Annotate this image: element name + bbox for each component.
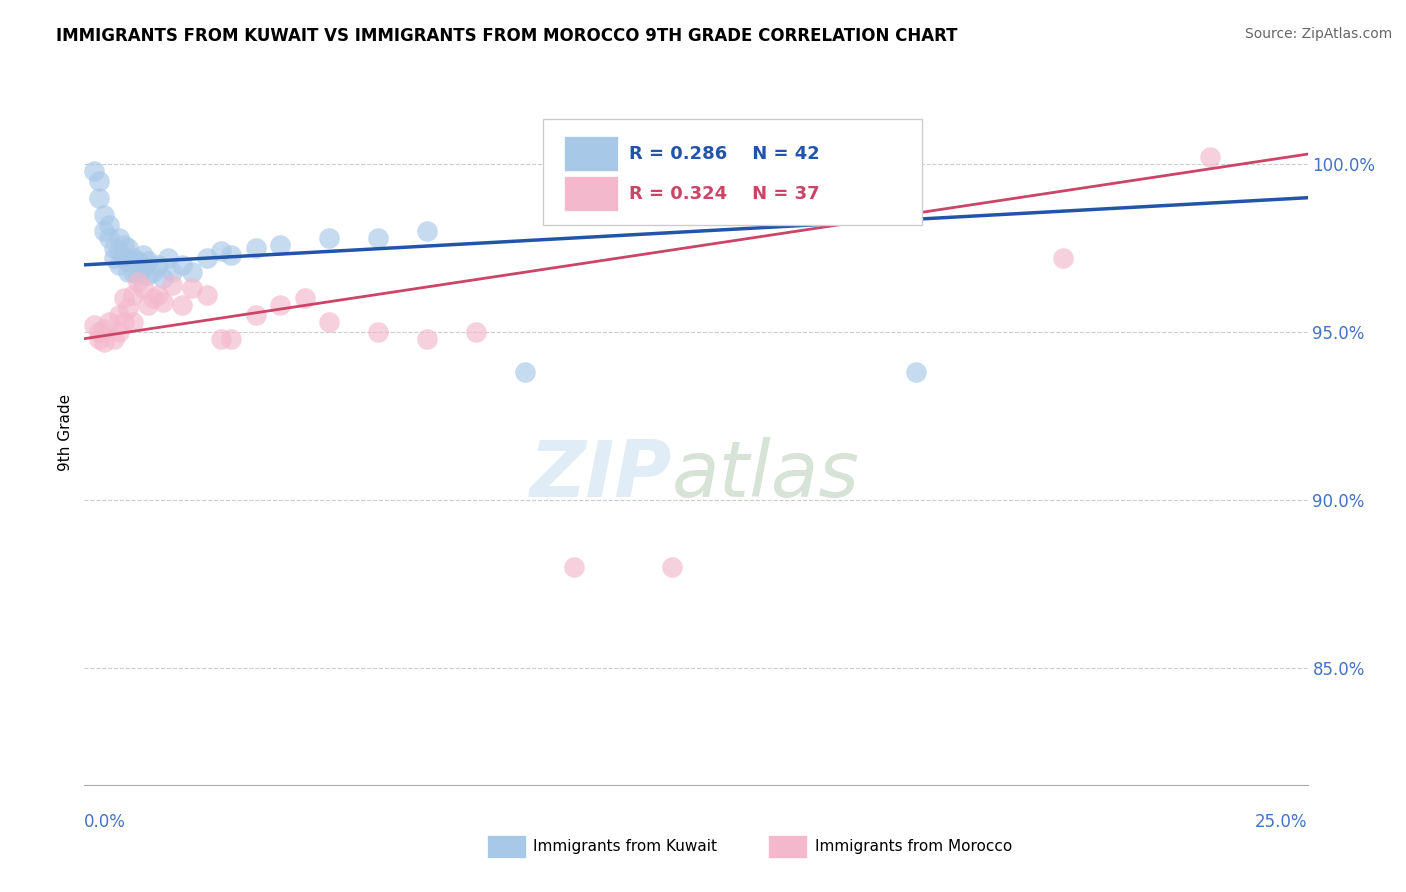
Point [112,315,135,329]
Text: Source: ZipAtlas.com: Source: ZipAtlas.com [1244,27,1392,41]
Point [112,292,135,306]
Point [209,244,232,259]
Point [97,315,120,329]
FancyBboxPatch shape [768,835,807,857]
Text: R = 0.286    N = 42: R = 0.286 N = 42 [628,145,820,163]
Text: 25.0%: 25.0% [1256,814,1308,831]
Point [269,298,291,312]
Point [142,264,165,278]
Point [156,251,179,265]
Point [87,325,110,339]
Point [195,288,218,302]
Point [122,251,145,265]
Point [103,251,125,265]
Point [87,332,110,346]
Point [103,332,125,346]
Point [318,315,340,329]
Point [93,334,115,349]
Point [107,325,129,339]
Point [172,258,194,272]
Point [209,332,232,346]
Point [117,301,139,316]
Point [122,264,145,278]
Point [132,281,155,295]
Point [107,258,129,272]
Point [132,248,155,262]
Point [107,308,129,322]
Point [122,315,145,329]
Point [294,292,316,306]
Point [146,288,169,302]
Point [93,207,115,221]
FancyBboxPatch shape [543,119,922,225]
Point [152,294,174,309]
Point [318,231,340,245]
Point [1198,151,1220,165]
Point [245,241,267,255]
Point [416,332,439,346]
Point [117,264,139,278]
Point [87,174,110,188]
Point [83,318,105,333]
Point [513,365,536,379]
Point [103,241,125,255]
Y-axis label: 9th Grade: 9th Grade [58,394,73,471]
FancyBboxPatch shape [564,176,617,211]
Point [127,268,149,282]
FancyBboxPatch shape [564,136,617,171]
Text: IMMIGRANTS FROM KUWAIT VS IMMIGRANTS FROM MOROCCO 9TH GRADE CORRELATION CHART: IMMIGRANTS FROM KUWAIT VS IMMIGRANTS FRO… [56,27,957,45]
Point [132,261,155,276]
Point [127,254,149,268]
Text: atlas: atlas [672,437,859,513]
Point [83,164,105,178]
Point [117,254,139,268]
Point [136,268,159,282]
Point [97,218,120,232]
Point [661,559,683,574]
Text: ZIP: ZIP [529,437,672,513]
Point [269,237,291,252]
Point [562,559,585,574]
Point [122,288,145,302]
Point [416,224,439,238]
Point [107,231,129,245]
Point [162,277,184,292]
Point [172,298,194,312]
Point [112,237,135,252]
Text: R = 0.324    N = 37: R = 0.324 N = 37 [628,186,820,203]
Point [464,325,486,339]
Point [152,271,174,285]
Point [162,264,184,278]
Point [1052,251,1074,265]
Point [136,298,159,312]
Point [136,254,159,268]
Point [146,258,169,272]
Point [93,224,115,238]
Point [245,308,267,322]
Point [905,365,928,379]
Text: 0.0%: 0.0% [84,814,127,831]
Text: Immigrants from Morocco: Immigrants from Morocco [814,838,1012,854]
Point [181,264,204,278]
Point [181,281,204,295]
Point [127,275,149,289]
Point [195,251,218,265]
Point [87,191,110,205]
Point [219,332,242,346]
Point [219,248,242,262]
Point [367,231,389,245]
Point [367,325,389,339]
Point [107,244,129,259]
Text: Immigrants from Kuwait: Immigrants from Kuwait [533,838,717,854]
Point [142,292,165,306]
Point [117,241,139,255]
Point [112,251,135,265]
Point [97,231,120,245]
FancyBboxPatch shape [486,835,526,857]
Point [93,321,115,335]
